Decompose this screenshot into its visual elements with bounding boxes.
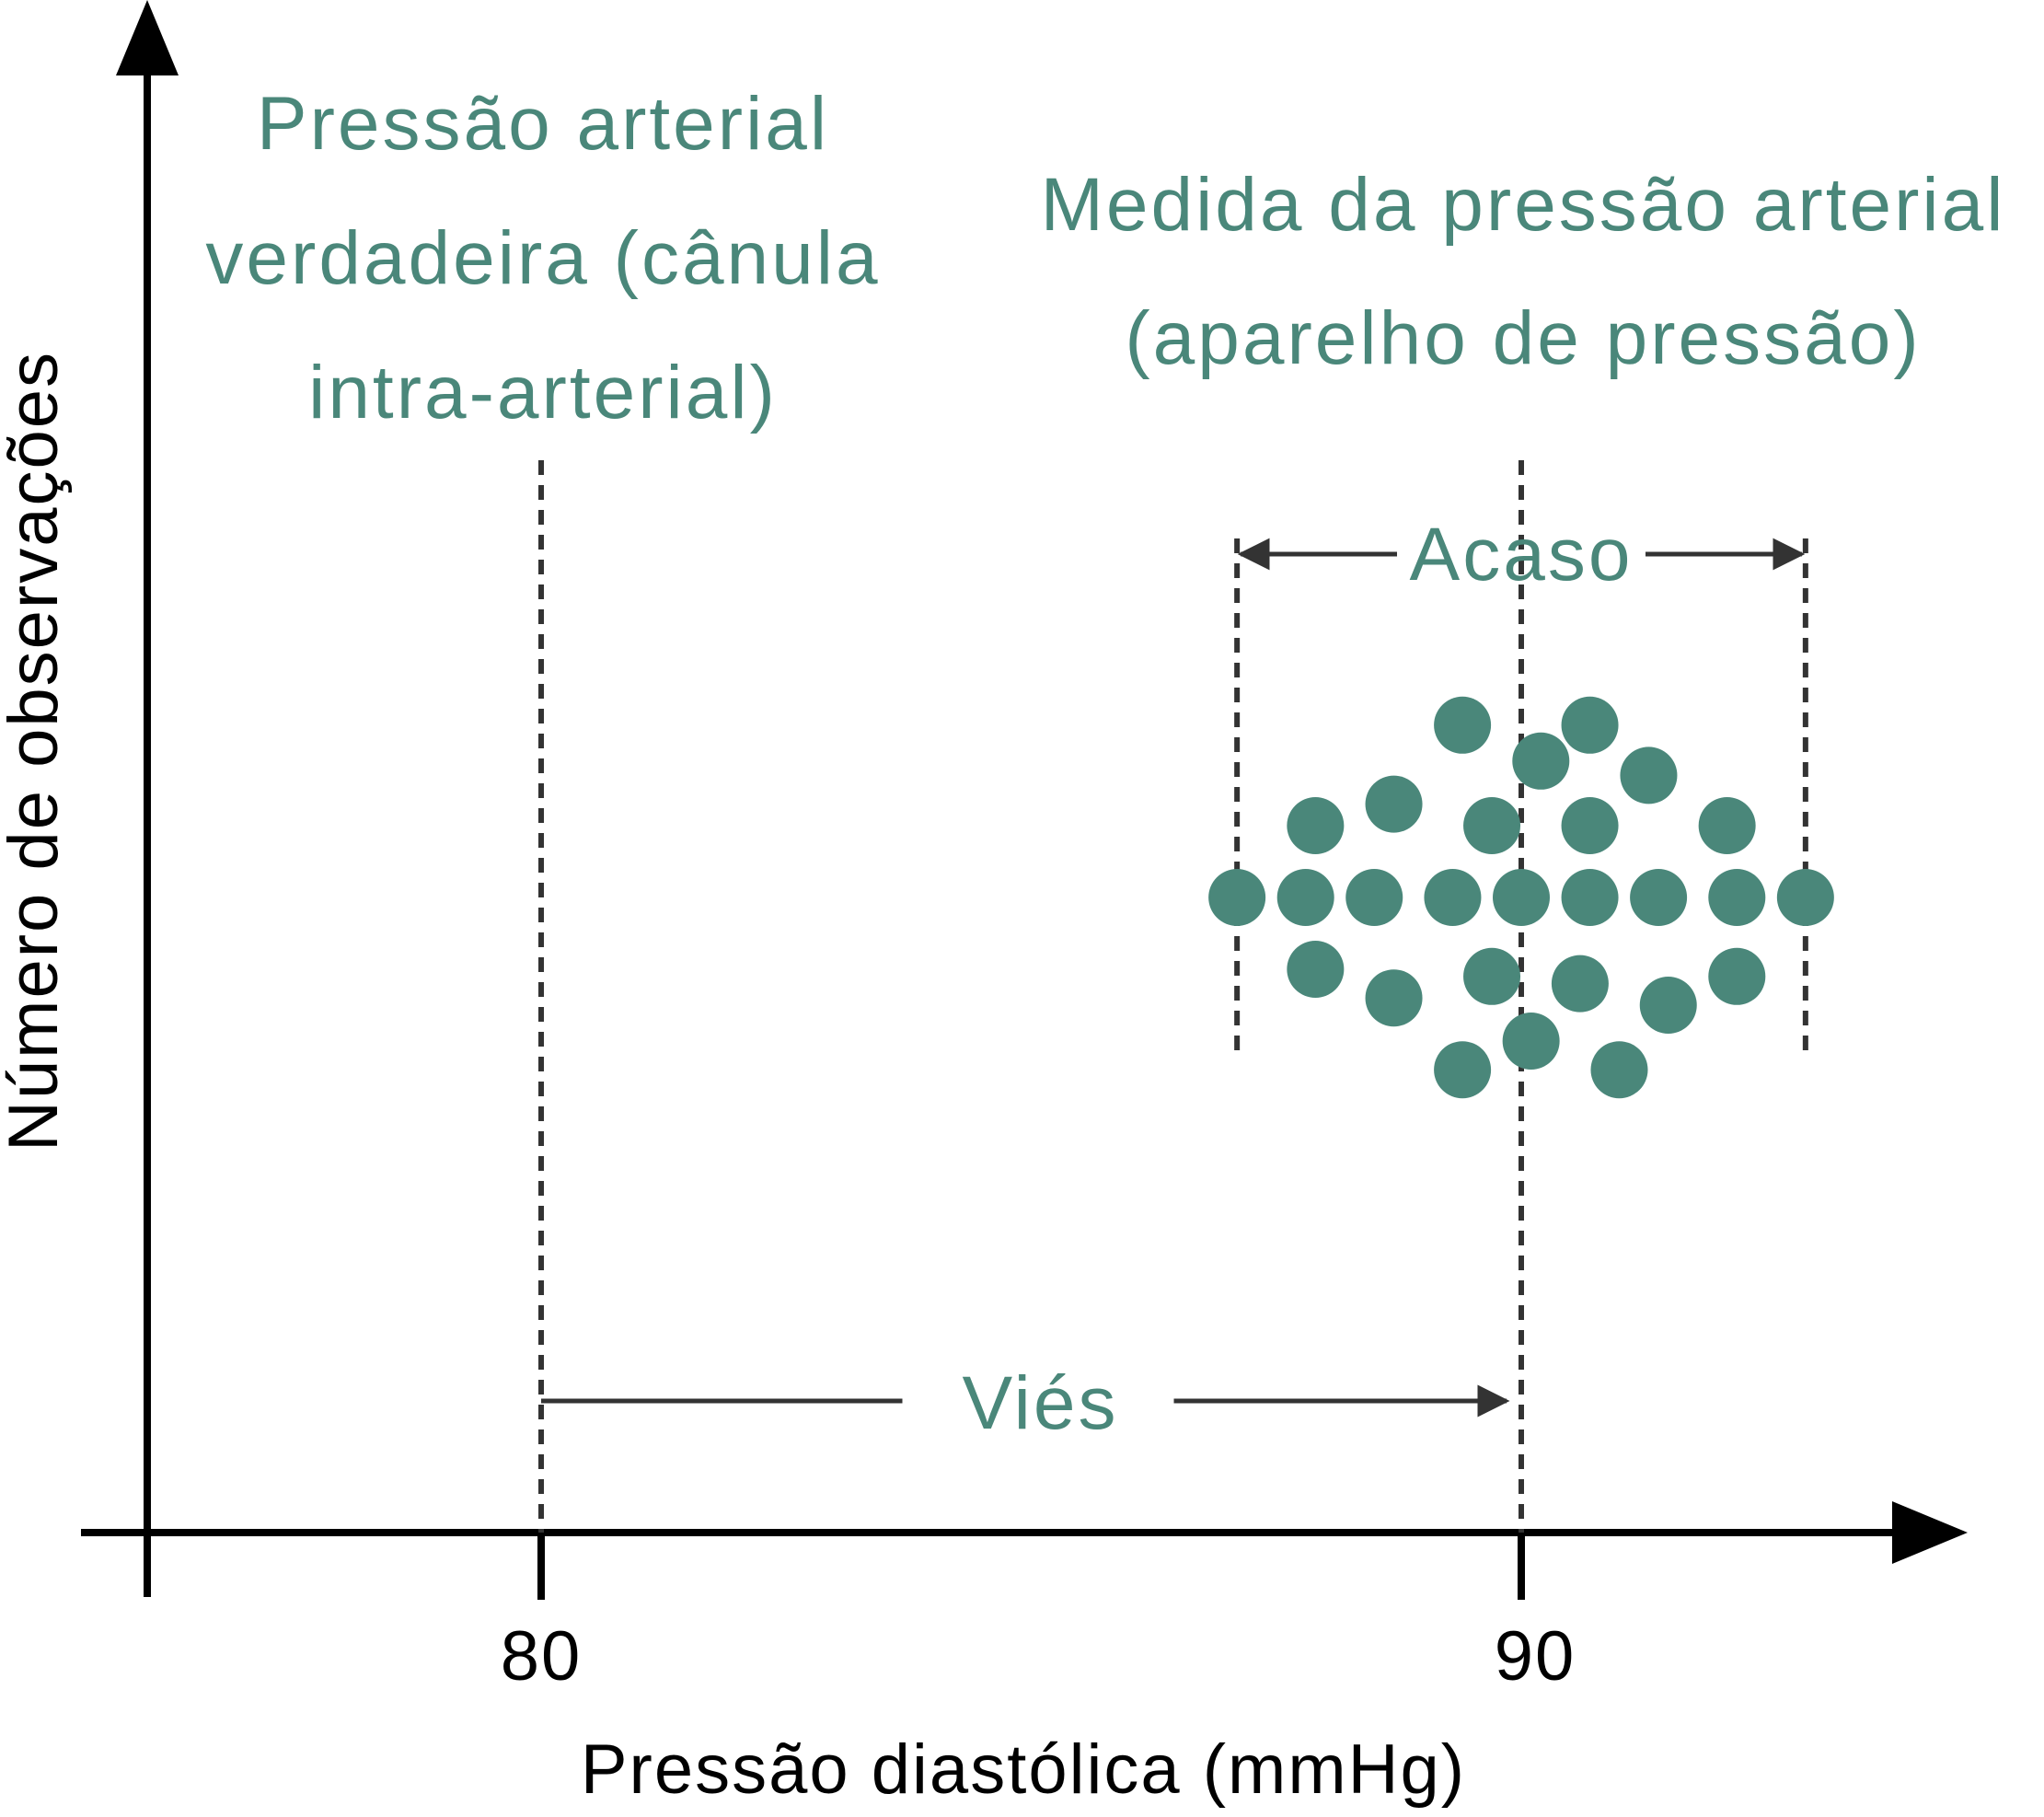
measurement-dot [1590, 1041, 1648, 1099]
x-tick-label-80: 80 [501, 1617, 583, 1695]
true-pressure-label-line-1: Pressão arterial [257, 82, 829, 166]
measurement-dot [1551, 955, 1609, 1013]
measurement-dot [1561, 696, 1619, 754]
chance-label: Acaso [1410, 513, 1634, 596]
measurement-dot [1287, 797, 1345, 854]
measurement-dot [1434, 1041, 1492, 1099]
measurement-dot [1630, 869, 1688, 926]
measurement-dot [1463, 797, 1521, 854]
measured-pressure-label: Medida da pressão arterial (aparelho de … [1041, 163, 2006, 380]
measurement-dot [1512, 732, 1570, 790]
measurement-dot [1424, 869, 1482, 926]
bias-indicator: Viés [541, 1361, 1510, 1445]
true-pressure-label-line-3: intra-arterial) [308, 351, 778, 434]
y-axis-title: Número de observações [0, 351, 73, 1152]
true-pressure-label-line-2: verdadeira (cânula [205, 216, 880, 300]
measurement-dot [1708, 869, 1766, 926]
measurement-dot [1493, 869, 1550, 926]
measured-pressure-label-line-2: (aparelho de pressão) [1125, 296, 1921, 380]
measurement-dot [1561, 797, 1619, 854]
measurement-dot [1620, 746, 1678, 804]
measured-pressure-label-line-1: Medida da pressão arterial [1041, 163, 2006, 247]
measurement-dot [1345, 869, 1403, 926]
measurement-dot [1208, 869, 1266, 926]
measurement-dot [1434, 696, 1492, 754]
reference-lines [538, 460, 1808, 1533]
measurement-dots [1208, 696, 1834, 1099]
measurement-dot [1776, 869, 1834, 926]
measurement-dot [1276, 869, 1334, 926]
measurement-dot [1463, 947, 1521, 1005]
measurement-dot [1561, 869, 1619, 926]
measurement-dot [1287, 941, 1345, 998]
bias-label: Viés [962, 1361, 1118, 1445]
x-axis-arrowhead [1892, 1501, 1968, 1564]
measurement-dot [1698, 797, 1756, 854]
measurement-dot [1708, 947, 1766, 1005]
x-tick-label-90: 90 [1495, 1617, 1576, 1695]
measurement-dot [1365, 775, 1423, 833]
true-pressure-label: Pressão arterial verdadeira (cânula intr… [205, 82, 880, 434]
y-axis-arrowhead [116, 0, 179, 75]
measurement-dot [1365, 969, 1423, 1027]
x-axis-title: Pressão diastólica (mmHg) [581, 1730, 1466, 1809]
axes [81, 0, 1968, 1600]
measurement-dot [1639, 977, 1697, 1034]
chance-indicator: Acaso [1237, 513, 1806, 596]
measurement-dot [1502, 1013, 1560, 1070]
